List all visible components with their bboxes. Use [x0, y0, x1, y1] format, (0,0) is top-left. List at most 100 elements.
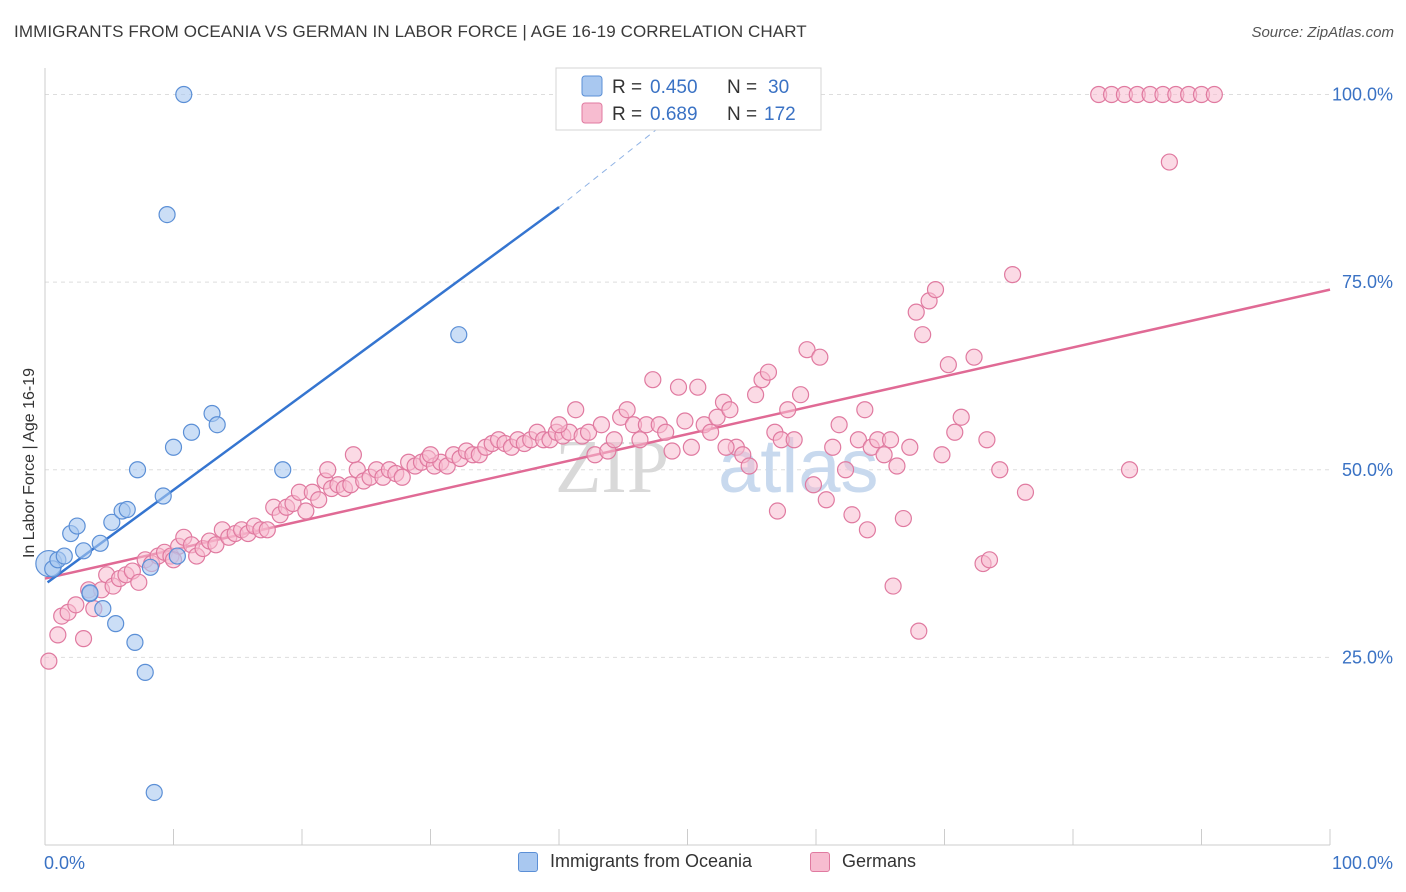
oceania-point — [141, 558, 159, 576]
legend-item-oceania[interactable]: Immigrants from Oceania — [518, 851, 752, 872]
german-point — [579, 423, 598, 441]
german-point — [567, 401, 585, 419]
german-point — [207, 536, 225, 554]
y-tick-label: 25.0% — [1342, 647, 1393, 667]
oceania-point — [55, 547, 73, 565]
german-point — [618, 401, 636, 419]
stats-n-label-german: N = — [727, 104, 757, 125]
stats-r-value-german: 0.689 — [650, 104, 698, 125]
oceania-point — [128, 461, 147, 479]
german-point — [817, 491, 835, 509]
german-point — [631, 431, 649, 449]
y-tick-label: 75.0% — [1342, 272, 1393, 292]
german-point — [791, 386, 810, 404]
oceania-point — [107, 615, 125, 633]
german-point — [721, 401, 739, 419]
german-point — [759, 363, 778, 381]
legend-item-german[interactable]: Germans — [810, 851, 916, 872]
y-tick-label: 100.0% — [1332, 85, 1393, 105]
german-point — [836, 461, 855, 479]
oceania-trend-line — [46, 206, 560, 584]
german-point — [550, 416, 568, 434]
y-axis-label: In Labor Force | Age 16-19 — [21, 368, 38, 558]
german-point — [785, 431, 803, 449]
german-point — [888, 457, 906, 475]
german-point — [1120, 461, 1139, 479]
german-point — [644, 371, 662, 389]
german-point — [682, 438, 700, 456]
german-points — [40, 85, 1223, 670]
german-point — [907, 303, 925, 321]
german-point — [740, 457, 758, 475]
german-point — [856, 401, 874, 419]
german-point — [980, 551, 999, 569]
stats-n-value-german: 172 — [764, 104, 796, 125]
german-point — [881, 431, 900, 449]
legend-swatch-german — [810, 851, 830, 872]
german-point — [768, 502, 787, 520]
german-point — [258, 521, 276, 539]
stats-r-label-german: R = — [612, 104, 642, 125]
german-point — [663, 442, 681, 460]
german-point — [946, 423, 964, 441]
german-point — [1205, 85, 1223, 104]
german-point — [747, 386, 765, 404]
german-point — [858, 521, 877, 539]
german-point — [592, 416, 611, 434]
legend-label-german: Germans — [842, 851, 917, 871]
german-point — [811, 348, 829, 366]
german-point — [676, 412, 694, 430]
german-point — [798, 341, 816, 359]
german-point — [344, 446, 362, 464]
stats-r-value-oceania: 0.450 — [650, 77, 698, 98]
oceania-point — [175, 85, 193, 104]
stats-r-label-oceania: R = — [612, 77, 642, 98]
german-point — [926, 281, 945, 299]
stats-n-value-oceania: 30 — [768, 77, 789, 98]
german-point — [914, 326, 932, 344]
german-point — [894, 509, 912, 528]
gridlines — [45, 94, 1330, 658]
german-point — [717, 438, 735, 456]
oceania-point — [81, 584, 99, 602]
german-point — [669, 378, 688, 396]
x-tick-label: 100.0% — [1332, 853, 1393, 873]
chart-title: IMMIGRANTS FROM OCEANIA VS GERMAN IN LAB… — [14, 22, 807, 41]
german-point — [952, 408, 970, 426]
german-point — [824, 438, 842, 456]
german-point — [605, 431, 623, 449]
german-point — [40, 652, 58, 670]
german-point — [910, 622, 928, 640]
oceania-point — [103, 513, 121, 531]
german-point — [421, 446, 440, 464]
oceania-point — [118, 500, 136, 519]
stats-swatch-oceania — [581, 75, 603, 97]
german-point — [830, 416, 848, 434]
german-point — [933, 446, 951, 464]
german-point — [965, 348, 983, 366]
german-point — [319, 461, 337, 479]
oceania-point — [164, 438, 183, 456]
legend-label-oceania: Immigrants from Oceania — [550, 851, 753, 871]
german-point — [1016, 483, 1035, 501]
german-point — [74, 630, 93, 648]
tick-labels: 25.0% 50.0% 75.0% 100.0% 0.0% 100.0% — [44, 85, 1393, 873]
oceania-point — [74, 542, 93, 560]
oceania-point — [145, 783, 163, 802]
german-point — [884, 577, 902, 595]
german-point — [393, 468, 411, 486]
german-point — [297, 502, 315, 520]
german-point — [978, 431, 996, 449]
stats-swatch-german — [581, 102, 603, 124]
stats-n-label-oceania: N = — [727, 77, 757, 98]
german-point — [310, 491, 328, 509]
german-point — [901, 438, 919, 456]
oceania-point — [168, 547, 186, 565]
oceania-trend-extension — [558, 94, 701, 208]
y-tick-label: 50.0% — [1342, 460, 1393, 480]
legend-swatch-oceania — [518, 851, 538, 872]
trend-lines — [44, 94, 1331, 584]
german-point — [702, 423, 720, 441]
oceania-point — [136, 663, 154, 681]
